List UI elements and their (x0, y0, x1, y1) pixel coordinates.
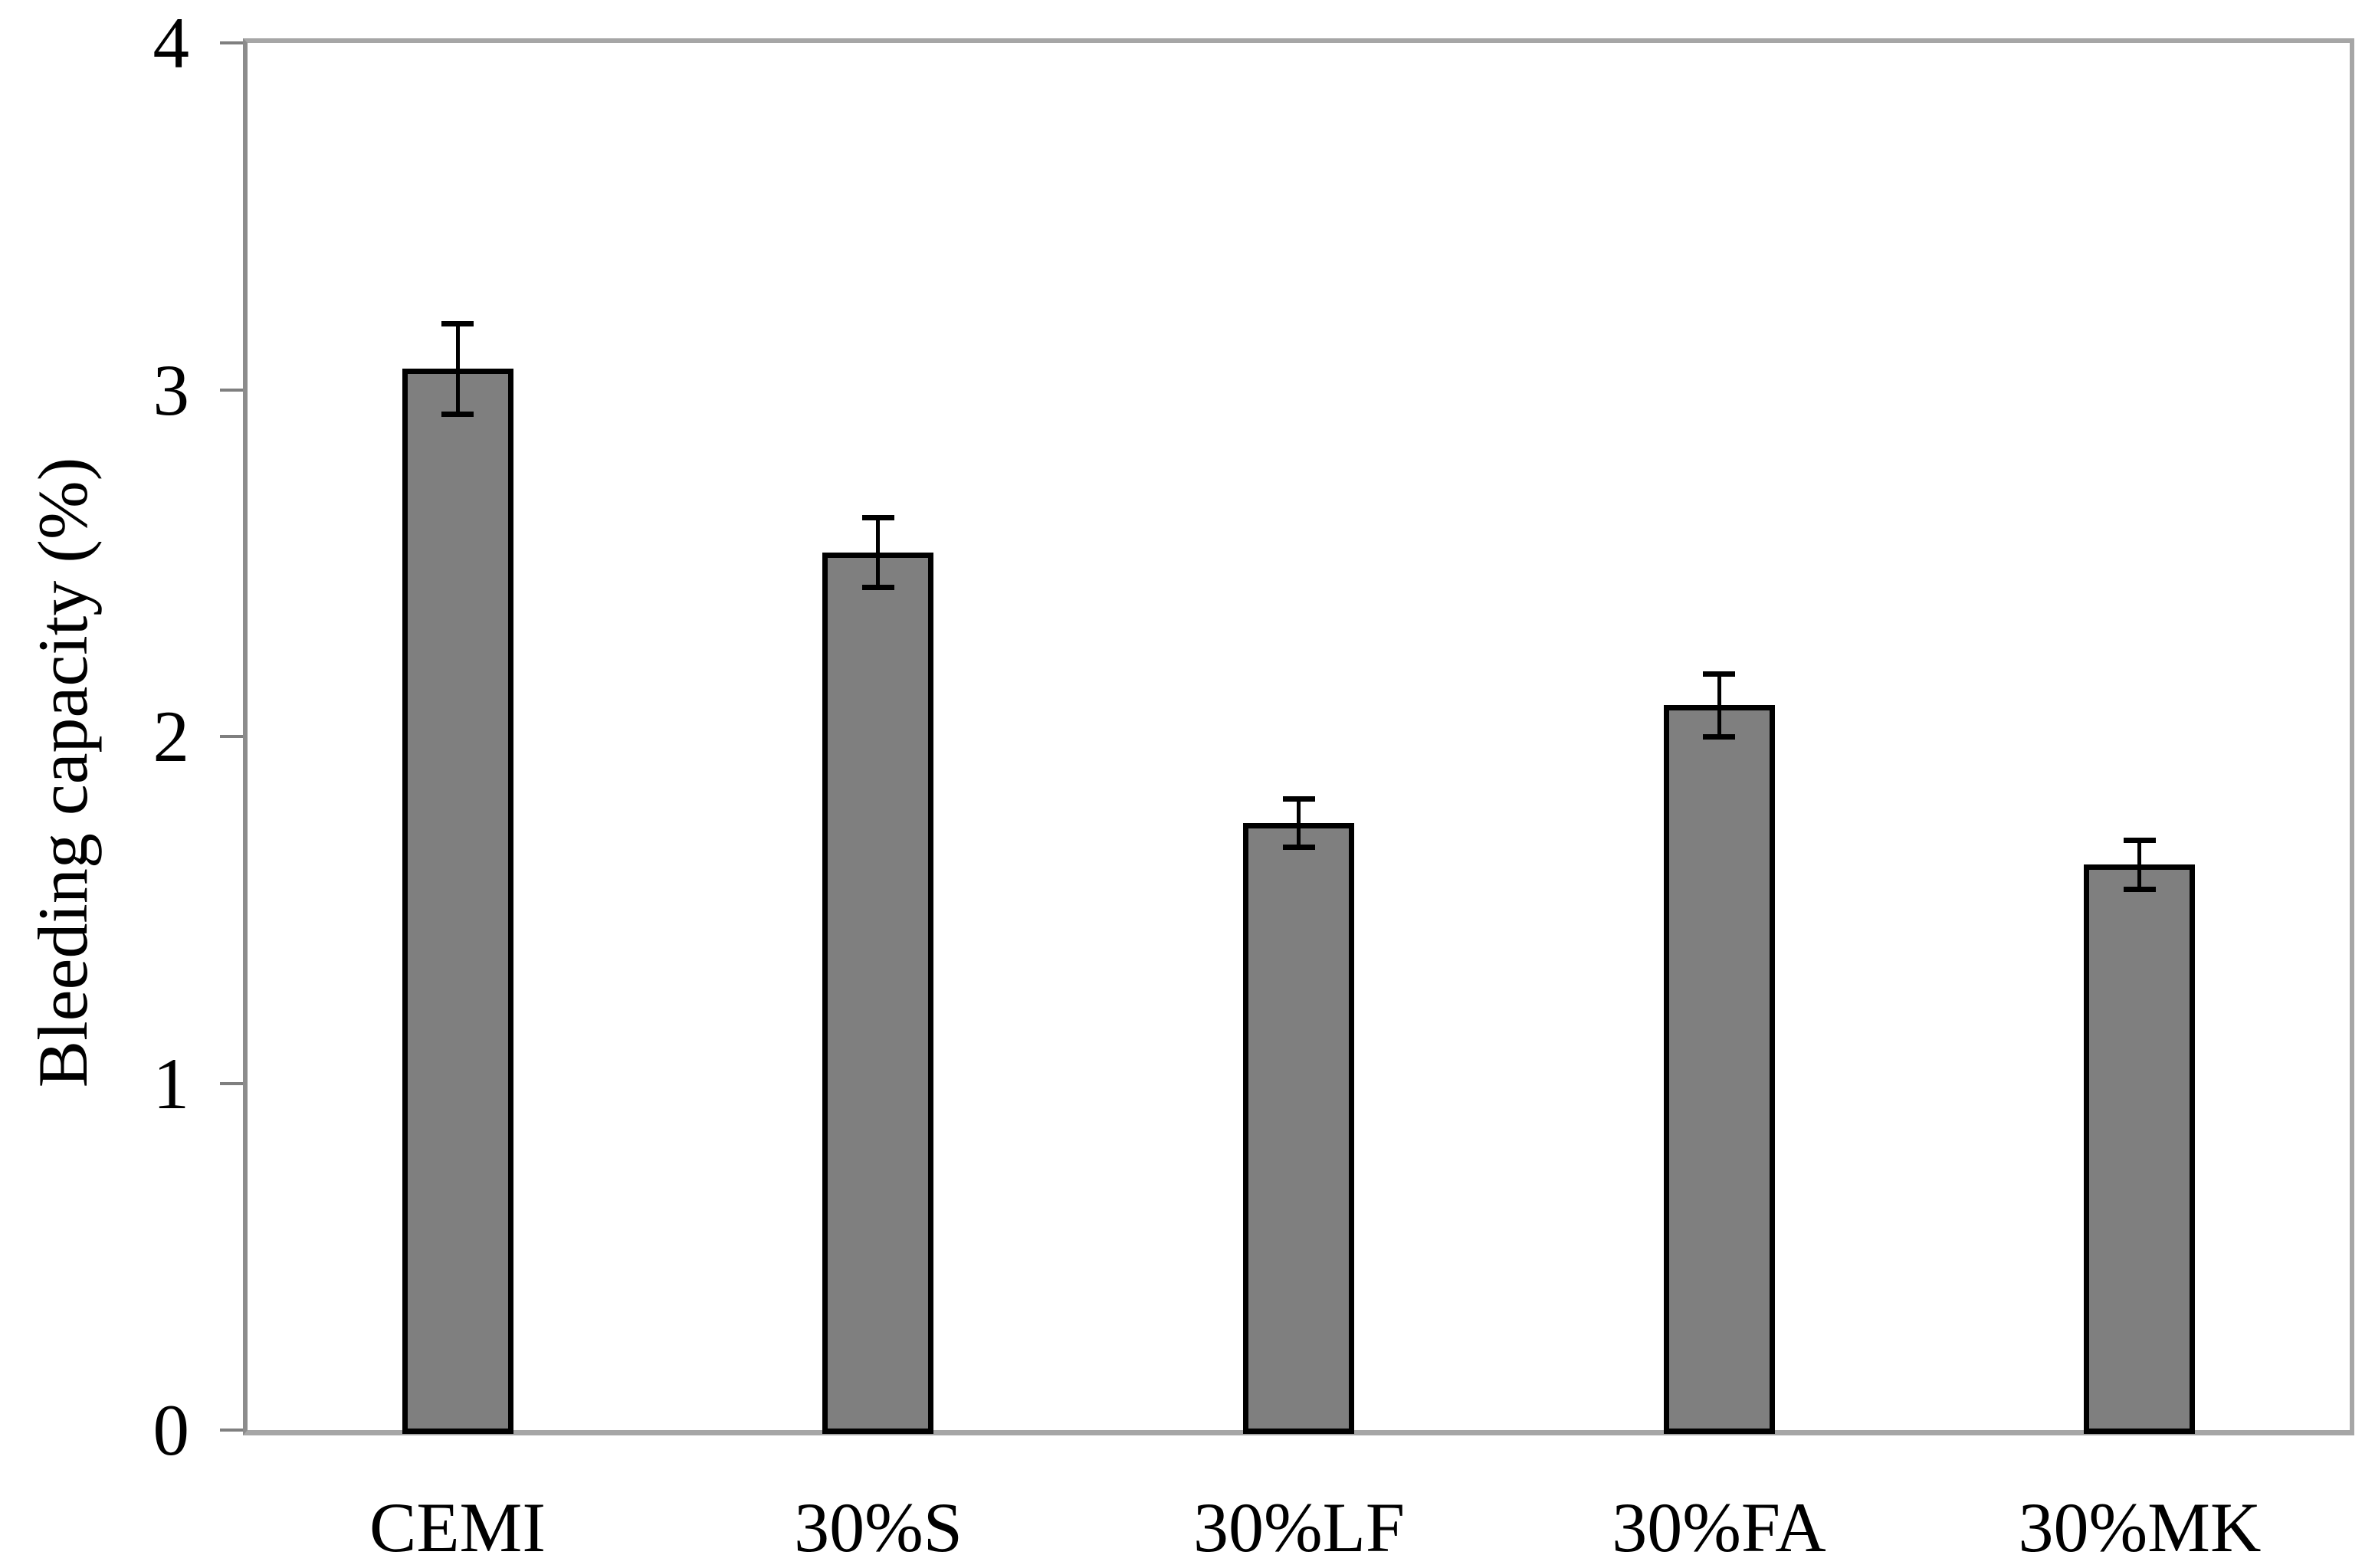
error-bar-cap-top (1703, 671, 1736, 677)
y-tick-label-2: 2 (153, 696, 190, 777)
bar-30%FA (1663, 705, 1775, 1434)
error-bar-line (876, 518, 881, 588)
error-bar-line (1297, 799, 1301, 847)
x-category-label-30%FA: 30%FA (1612, 1488, 1826, 1566)
bar-CEMI (402, 369, 513, 1434)
error-bar-cap-bottom (1282, 845, 1315, 850)
error-bar-cap-bottom (441, 412, 474, 417)
x-category-label-30%MK: 30%MK (2018, 1488, 2262, 1566)
y-tick-label-4: 4 (153, 2, 190, 84)
y-tick-label-3: 3 (153, 349, 190, 431)
bar-30%S (822, 553, 934, 1434)
error-bar-cap-bottom (1703, 734, 1736, 740)
y-tick-label-1: 1 (153, 1043, 190, 1124)
x-category-label-30%S: 30%S (794, 1488, 963, 1566)
error-bar-line (2137, 841, 2142, 889)
error-bar-cap-top (1282, 796, 1315, 802)
x-category-label-30%LF: 30%LF (1193, 1488, 1405, 1566)
bar-30%MK (2084, 864, 2196, 1434)
plot-area (243, 38, 2354, 1435)
y-tick-3 (220, 389, 243, 392)
error-bar-cap-bottom (861, 585, 894, 590)
error-bar-line (1717, 674, 1721, 736)
y-tick-2 (220, 735, 243, 738)
error-bar-cap-bottom (2123, 887, 2156, 892)
y-tick-1 (220, 1082, 243, 1085)
error-bar-cap-top (2123, 838, 2156, 843)
error-bar-cap-top (861, 515, 894, 520)
y-tick-0 (220, 1429, 243, 1432)
bar-30%LF (1243, 823, 1354, 1434)
error-bar-line (455, 324, 460, 415)
y-tick-4 (220, 41, 243, 44)
x-category-label-CEMI: CEMI (369, 1488, 546, 1566)
y-tick-label-0: 0 (153, 1389, 190, 1471)
error-bar-cap-top (441, 321, 474, 326)
